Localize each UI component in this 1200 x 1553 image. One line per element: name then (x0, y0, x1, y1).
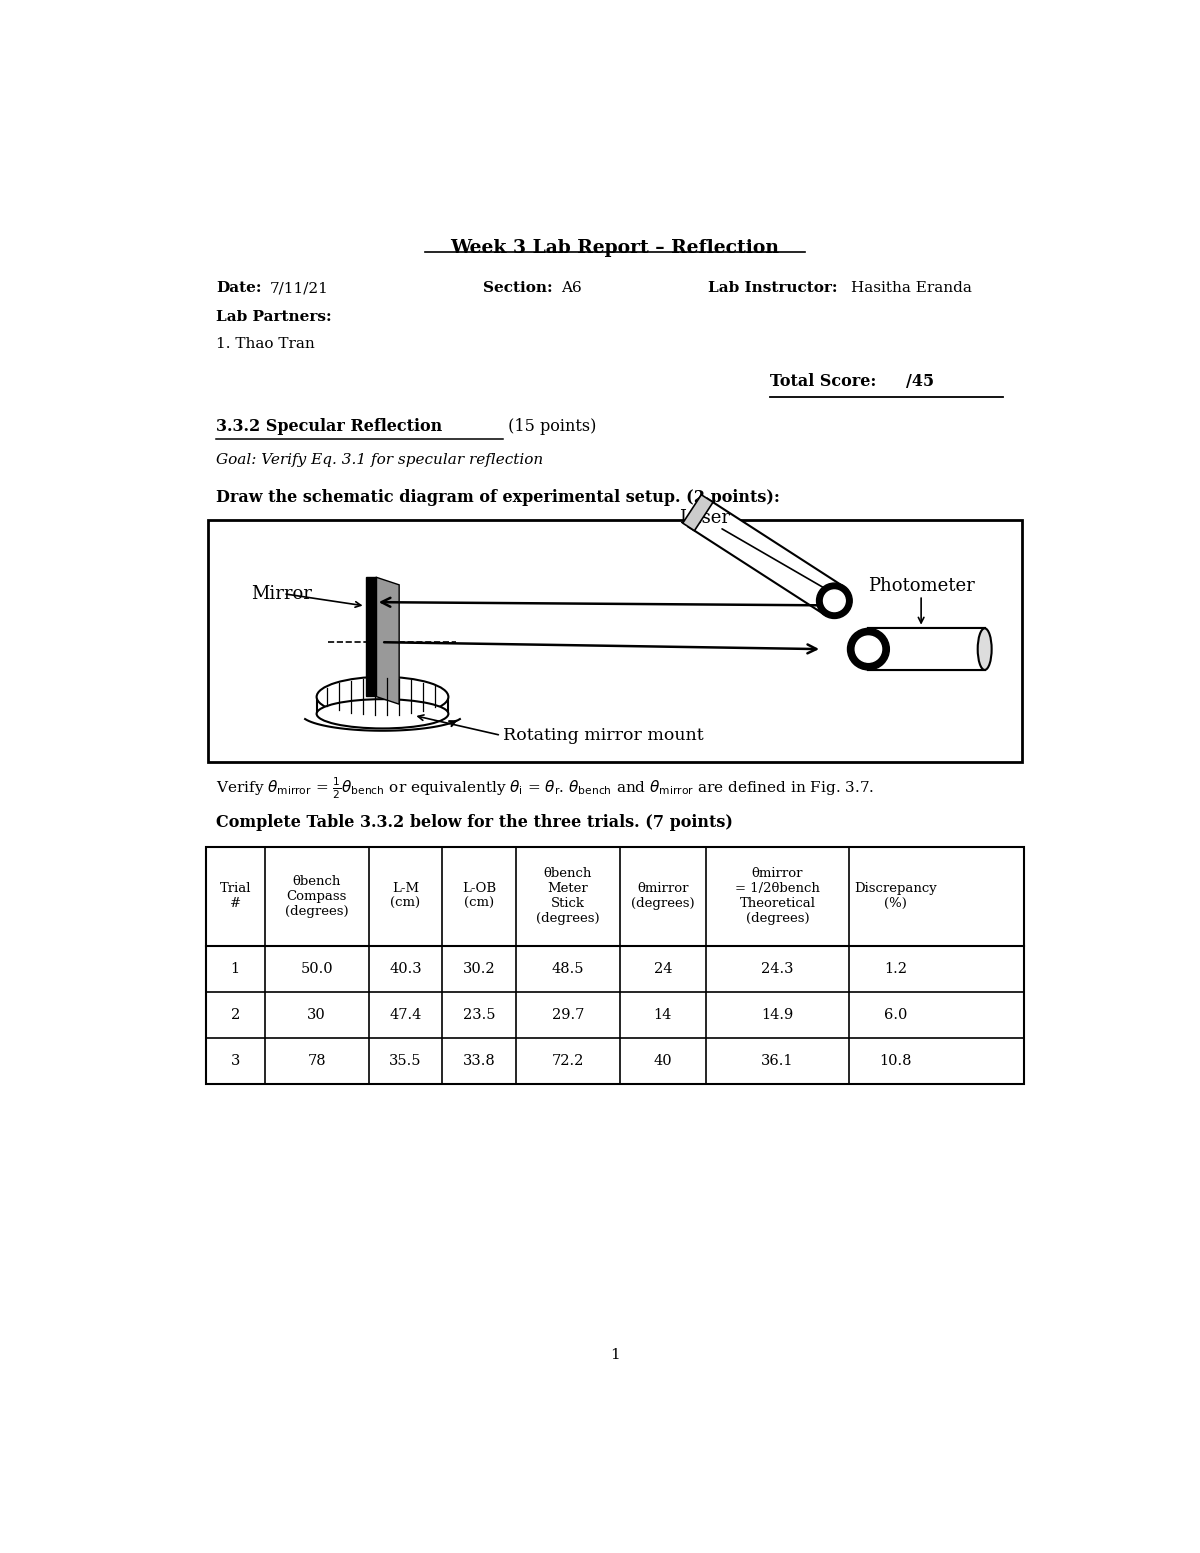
Text: Discrepancy
(%): Discrepancy (%) (854, 882, 937, 910)
Polygon shape (689, 499, 844, 615)
Text: 1: 1 (610, 1348, 620, 1362)
Text: 14: 14 (654, 1008, 672, 1022)
Text: Week 3 Lab Report – Reflection: Week 3 Lab Report – Reflection (450, 239, 780, 256)
Text: θbench
Meter
Stick
(degrees): θbench Meter Stick (degrees) (536, 867, 600, 926)
Text: 1: 1 (230, 961, 240, 975)
Text: 72.2: 72.2 (552, 1054, 584, 1068)
Text: 36.1: 36.1 (761, 1054, 793, 1068)
Text: 29.7: 29.7 (552, 1008, 584, 1022)
Text: θmirror
= 1/2θbench
Theoretical
(degrees): θmirror = 1/2θbench Theoretical (degrees… (736, 867, 820, 926)
Text: 24.3: 24.3 (761, 961, 793, 975)
Ellipse shape (317, 677, 449, 717)
Text: Hasitha Eranda: Hasitha Eranda (851, 281, 972, 295)
Text: Complete Table 3.3.2 below for the three trials. (7 points): Complete Table 3.3.2 below for the three… (216, 814, 733, 831)
Circle shape (816, 582, 852, 618)
Polygon shape (366, 578, 376, 696)
Bar (206, 846, 1024, 1084)
Text: 40.3: 40.3 (389, 961, 422, 975)
Ellipse shape (317, 699, 449, 728)
Text: 10.8: 10.8 (880, 1054, 912, 1068)
Text: Date:: Date: (216, 281, 262, 295)
Text: 14.9: 14.9 (761, 1008, 793, 1022)
Text: 35.5: 35.5 (389, 1054, 421, 1068)
Text: 3.3.2 Specular Reflection: 3.3.2 Specular Reflection (216, 418, 442, 435)
Text: Lab Partners:: Lab Partners: (216, 309, 331, 323)
Ellipse shape (978, 629, 991, 669)
Text: Laser: Laser (679, 509, 730, 528)
Text: 78: 78 (307, 1054, 326, 1068)
Text: 23.5: 23.5 (463, 1008, 496, 1022)
Text: A6: A6 (560, 281, 582, 295)
Text: 30.2: 30.2 (463, 961, 496, 975)
Text: 6.0: 6.0 (884, 1008, 907, 1022)
Text: θbench
Compass
(degrees): θbench Compass (degrees) (284, 874, 348, 918)
Text: 40: 40 (654, 1054, 672, 1068)
Text: L-M
(cm): L-M (cm) (390, 882, 420, 910)
Text: /45: /45 (906, 373, 934, 390)
Polygon shape (683, 495, 713, 531)
Text: Mirror: Mirror (251, 585, 312, 603)
Text: L-OB
(cm): L-OB (cm) (462, 882, 497, 910)
Circle shape (823, 590, 845, 612)
Polygon shape (376, 578, 400, 704)
Text: Goal: Verify Eq. 3.1 for specular reflection: Goal: Verify Eq. 3.1 for specular reflec… (216, 453, 544, 467)
Text: Photometer: Photometer (868, 578, 974, 595)
Text: Section:: Section: (484, 281, 553, 295)
Text: Trial
#: Trial # (220, 882, 251, 910)
Text: Total Score:: Total Score: (770, 373, 876, 390)
Text: 1.2: 1.2 (884, 961, 907, 975)
Text: 3: 3 (230, 1054, 240, 1068)
Text: 2: 2 (230, 1008, 240, 1022)
Text: Verify $\theta_{\rm mirror}$ = $\frac{1}{2}\theta_{\rm bench}$ or equivalently $: Verify $\theta_{\rm mirror}$ = $\frac{1}… (216, 775, 875, 801)
Circle shape (856, 637, 882, 662)
Text: θmirror
(degrees): θmirror (degrees) (631, 882, 695, 910)
Text: Draw the schematic diagram of experimental setup. (2 points):: Draw the schematic diagram of experiment… (216, 489, 780, 506)
Text: 7/11/21: 7/11/21 (270, 281, 329, 295)
Text: Rotating mirror mount: Rotating mirror mount (503, 727, 703, 744)
Text: (15 points): (15 points) (504, 418, 596, 435)
Text: 33.8: 33.8 (463, 1054, 496, 1068)
Text: 50.0: 50.0 (300, 961, 334, 975)
Text: 30: 30 (307, 1008, 326, 1022)
Circle shape (847, 629, 889, 669)
Bar (869, 629, 985, 669)
Text: 24: 24 (654, 961, 672, 975)
Bar (208, 520, 1022, 763)
Text: 1. Thao Tran: 1. Thao Tran (216, 337, 314, 351)
Text: 48.5: 48.5 (552, 961, 584, 975)
Text: 47.4: 47.4 (389, 1008, 421, 1022)
Text: Lab Instructor:: Lab Instructor: (708, 281, 838, 295)
